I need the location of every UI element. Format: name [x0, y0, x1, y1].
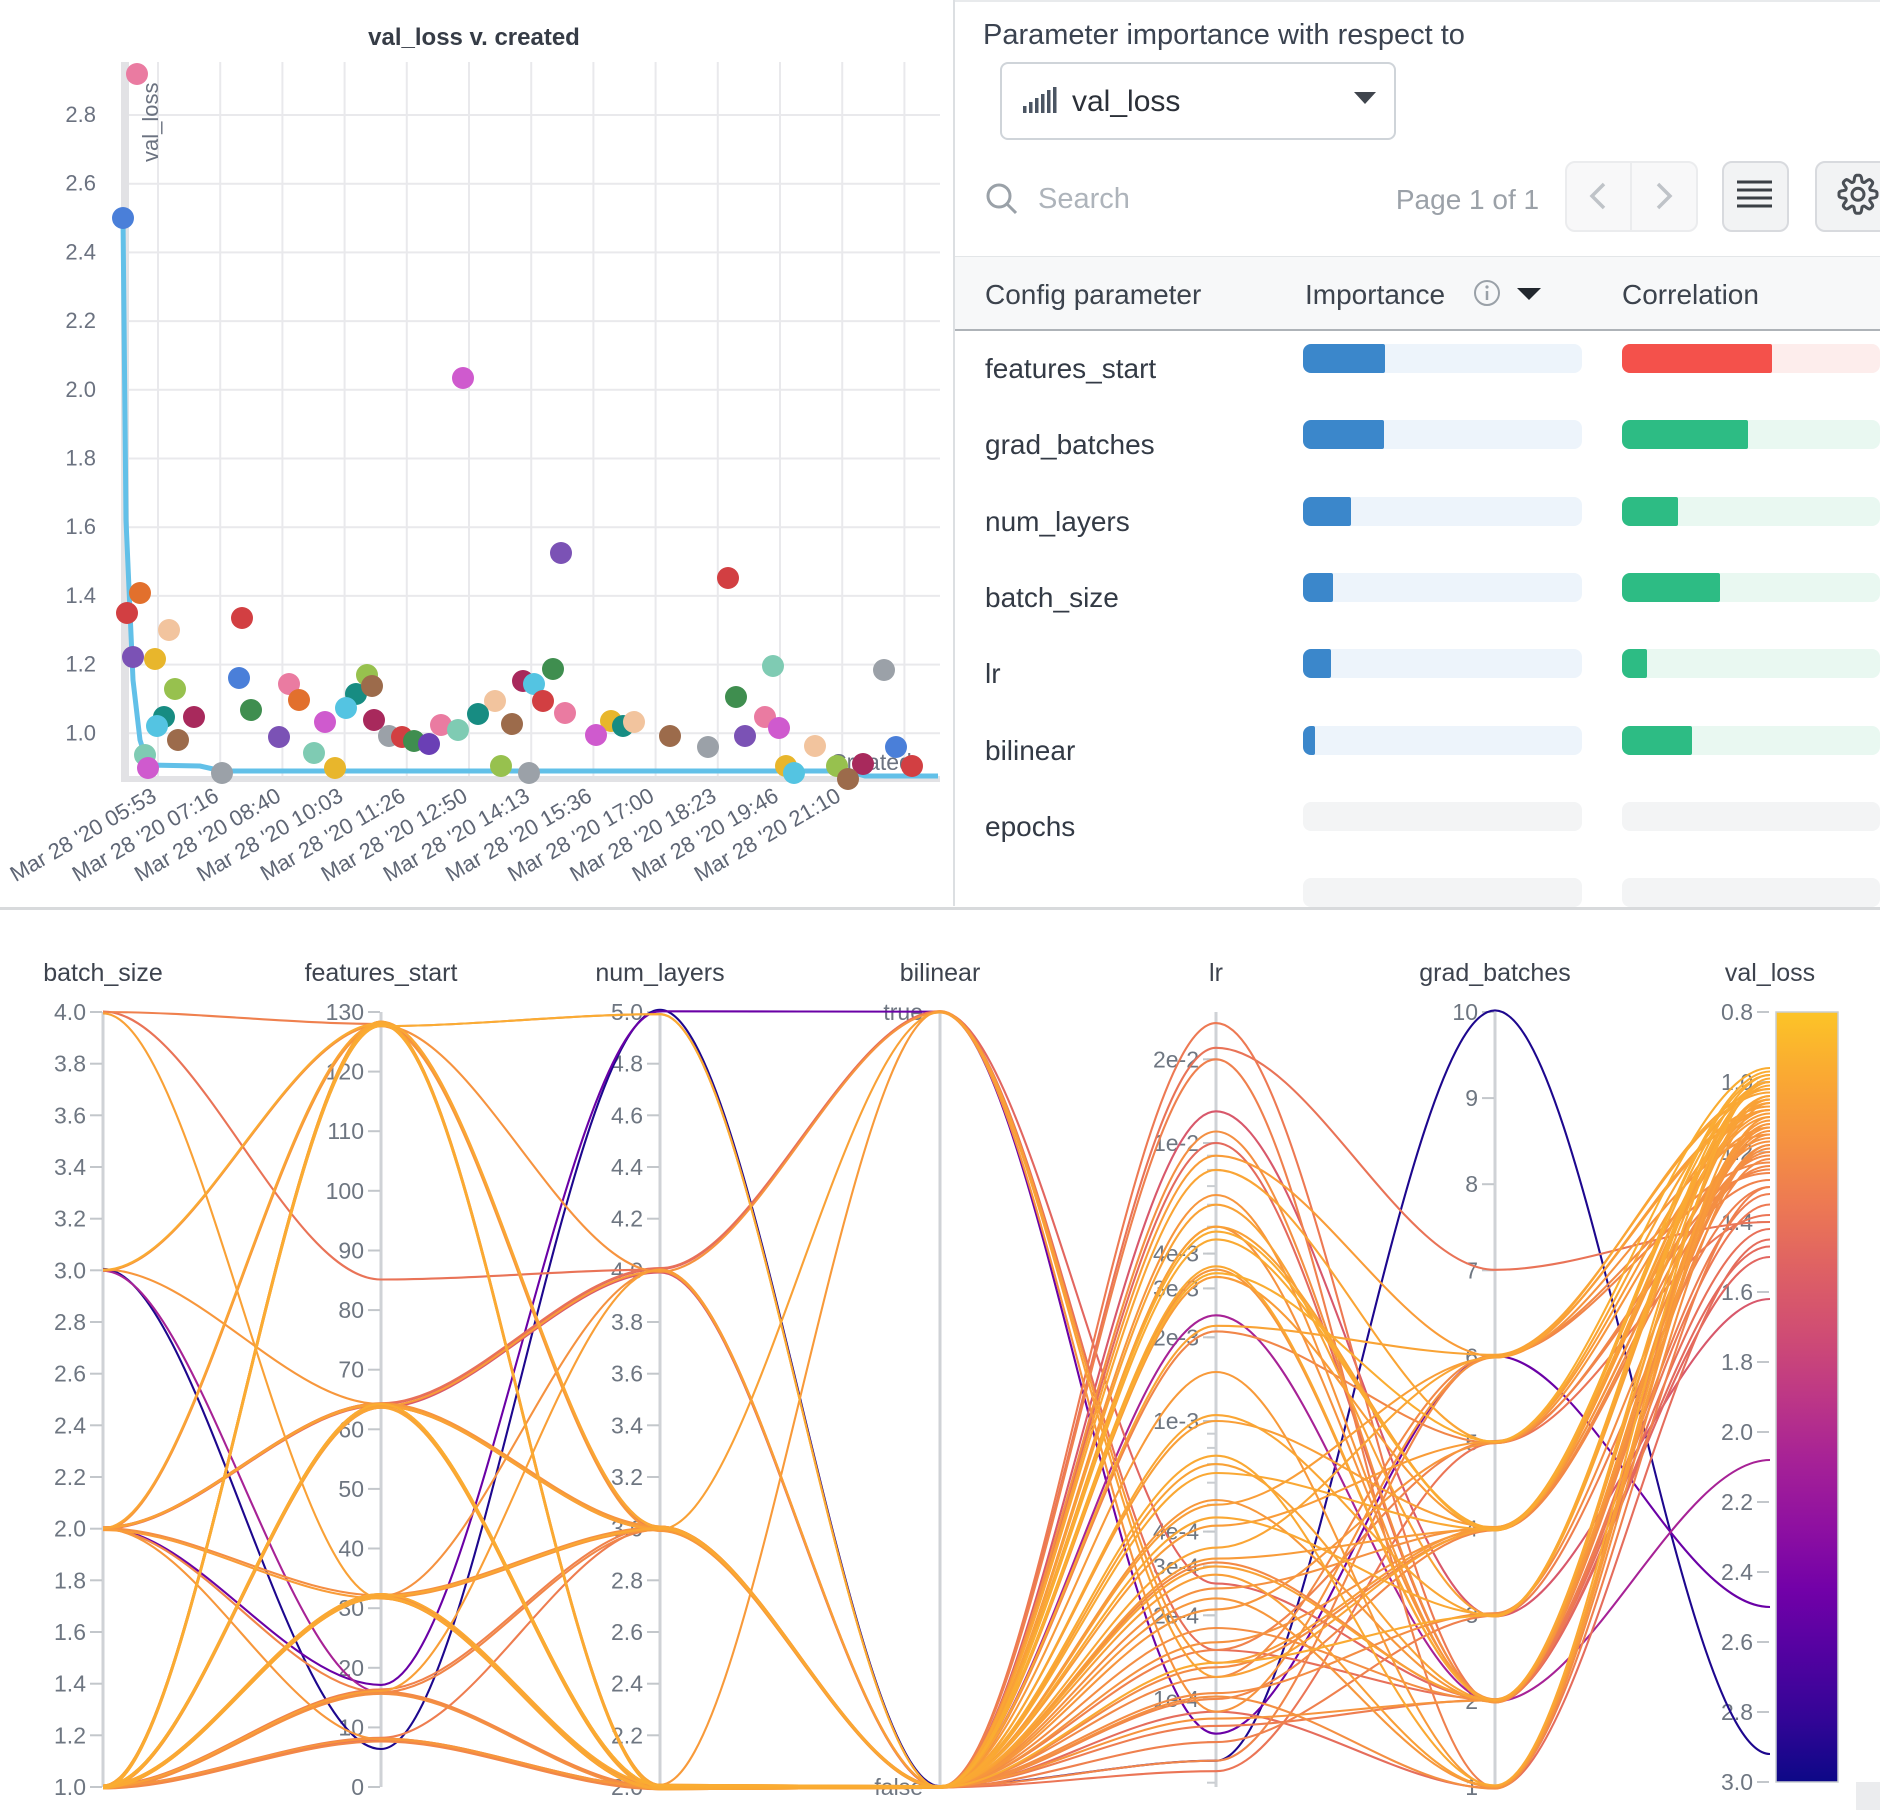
- svg-text:lr: lr: [1209, 959, 1223, 987]
- svg-text:2.6: 2.6: [54, 1361, 86, 1387]
- svg-text:2.0: 2.0: [1721, 1419, 1753, 1445]
- svg-text:val_loss v. created: val_loss v. created: [368, 24, 580, 51]
- svg-text:4.0: 4.0: [54, 999, 86, 1025]
- svg-text:1.8: 1.8: [54, 1567, 86, 1593]
- svg-text:1.8: 1.8: [1721, 1349, 1753, 1375]
- svg-text:2.2: 2.2: [1721, 1489, 1753, 1515]
- svg-text:2.8: 2.8: [54, 1309, 86, 1335]
- svg-text:3.4: 3.4: [611, 1412, 643, 1438]
- svg-text:2.2: 2.2: [65, 308, 96, 333]
- svg-text:3.2: 3.2: [611, 1464, 643, 1490]
- svg-text:2.4: 2.4: [1721, 1559, 1753, 1585]
- svg-text:2.0: 2.0: [54, 1516, 86, 1542]
- svg-text:2.6: 2.6: [65, 171, 96, 196]
- svg-text:3.0: 3.0: [1721, 1769, 1753, 1795]
- svg-text:7: 7: [1465, 1257, 1478, 1283]
- svg-text:1.0: 1.0: [54, 1774, 86, 1800]
- svg-text:1.6: 1.6: [54, 1619, 86, 1645]
- svg-text:1.8: 1.8: [65, 446, 96, 471]
- svg-text:80: 80: [338, 1297, 364, 1323]
- svg-text:1.4: 1.4: [54, 1671, 86, 1697]
- svg-text:2.0: 2.0: [65, 377, 96, 402]
- svg-text:5.0: 5.0: [611, 999, 643, 1025]
- svg-text:2.6: 2.6: [1721, 1629, 1753, 1655]
- svg-text:70: 70: [338, 1357, 364, 1383]
- svg-text:2.4: 2.4: [54, 1412, 86, 1438]
- svg-text:features_start: features_start: [305, 959, 458, 987]
- svg-text:90: 90: [338, 1238, 364, 1264]
- svg-text:1.6: 1.6: [65, 514, 96, 539]
- svg-text:3.4: 3.4: [54, 1154, 86, 1180]
- svg-text:1.2: 1.2: [65, 652, 96, 677]
- svg-text:3.6: 3.6: [54, 1102, 86, 1128]
- svg-text:2.2: 2.2: [54, 1464, 86, 1490]
- svg-text:10: 10: [1452, 999, 1478, 1025]
- svg-text:3.0: 3.0: [54, 1257, 86, 1283]
- svg-text:3.6: 3.6: [611, 1361, 643, 1387]
- svg-text:2.8: 2.8: [65, 102, 96, 127]
- svg-text:1.0: 1.0: [65, 720, 96, 745]
- svg-text:8: 8: [1465, 1171, 1478, 1197]
- svg-text:4.6: 4.6: [611, 1102, 643, 1128]
- svg-text:val_loss: val_loss: [138, 83, 163, 162]
- svg-text:2.4: 2.4: [611, 1671, 643, 1697]
- svg-text:100: 100: [326, 1178, 364, 1204]
- svg-text:4.8: 4.8: [611, 1051, 643, 1077]
- svg-text:4.4: 4.4: [611, 1154, 643, 1180]
- svg-text:4.2: 4.2: [611, 1206, 643, 1232]
- svg-text:2.6: 2.6: [611, 1619, 643, 1645]
- svg-text:val_loss: val_loss: [1725, 959, 1815, 987]
- svg-text:50: 50: [338, 1476, 364, 1502]
- svg-text:1.6: 1.6: [1721, 1279, 1753, 1305]
- svg-text:9: 9: [1465, 1085, 1478, 1111]
- svg-text:130: 130: [326, 999, 364, 1025]
- svg-text:3.2: 3.2: [54, 1206, 86, 1232]
- svg-text:grad_batches: grad_batches: [1419, 959, 1571, 987]
- svg-text:3.8: 3.8: [611, 1309, 643, 1335]
- svg-text:1.2: 1.2: [54, 1722, 86, 1748]
- svg-text:3.8: 3.8: [54, 1051, 86, 1077]
- svg-text:40: 40: [338, 1536, 364, 1562]
- svg-text:0: 0: [351, 1774, 364, 1800]
- svg-text:num_layers: num_layers: [595, 959, 724, 987]
- svg-text:110: 110: [327, 1118, 364, 1144]
- svg-text:batch_size: batch_size: [43, 959, 163, 987]
- svg-text:2.4: 2.4: [65, 239, 96, 264]
- svg-text:bilinear: bilinear: [900, 959, 981, 987]
- svg-text:0.8: 0.8: [1721, 999, 1753, 1025]
- svg-text:1.4: 1.4: [65, 583, 96, 608]
- svg-text:2.8: 2.8: [611, 1567, 643, 1593]
